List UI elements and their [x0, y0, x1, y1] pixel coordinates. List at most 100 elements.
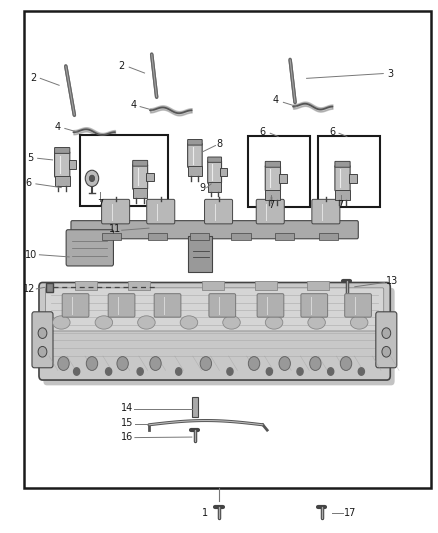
Text: 10: 10 [25, 250, 37, 260]
Circle shape [106, 368, 112, 375]
Ellipse shape [265, 316, 283, 329]
Bar [146, 173, 154, 181]
Circle shape [150, 357, 161, 370]
FancyBboxPatch shape [46, 288, 384, 331]
Bar [188, 236, 212, 272]
Bar [279, 174, 287, 183]
Circle shape [85, 170, 99, 187]
Bar [133, 188, 148, 198]
Circle shape [297, 368, 303, 375]
Bar [220, 168, 227, 176]
FancyBboxPatch shape [301, 294, 328, 317]
Bar [46, 283, 53, 292]
FancyBboxPatch shape [345, 294, 371, 317]
Bar [319, 233, 338, 240]
Bar [55, 176, 70, 187]
Text: 16: 16 [121, 432, 133, 441]
Bar [128, 281, 150, 290]
FancyBboxPatch shape [335, 165, 350, 191]
Circle shape [227, 368, 233, 375]
Text: 7: 7 [268, 200, 274, 209]
Text: 8: 8 [216, 139, 222, 149]
FancyBboxPatch shape [208, 160, 222, 184]
Ellipse shape [350, 316, 368, 329]
Bar [349, 174, 357, 183]
Text: 4: 4 [273, 95, 279, 105]
Ellipse shape [138, 316, 155, 329]
Circle shape [382, 346, 391, 357]
Circle shape [266, 368, 272, 375]
Bar [190, 233, 209, 240]
Bar [148, 233, 167, 240]
Text: 6: 6 [25, 178, 32, 188]
Text: 4: 4 [131, 100, 137, 110]
FancyBboxPatch shape [62, 294, 89, 317]
Circle shape [89, 175, 95, 182]
Circle shape [58, 357, 69, 370]
Circle shape [382, 328, 391, 338]
Circle shape [176, 368, 182, 375]
FancyBboxPatch shape [147, 199, 175, 224]
Text: 14: 14 [121, 403, 133, 413]
FancyBboxPatch shape [108, 294, 135, 317]
FancyBboxPatch shape [43, 288, 395, 385]
Circle shape [86, 357, 98, 370]
Text: 3: 3 [388, 69, 394, 78]
Ellipse shape [223, 316, 240, 329]
Text: 7: 7 [97, 199, 103, 208]
Bar [208, 182, 221, 192]
Circle shape [38, 328, 47, 338]
Bar [202, 281, 224, 290]
Text: 13: 13 [386, 277, 398, 286]
Bar [275, 233, 294, 240]
FancyBboxPatch shape [32, 312, 53, 368]
FancyBboxPatch shape [335, 161, 350, 167]
Circle shape [137, 368, 143, 375]
Bar [255, 281, 277, 290]
Text: 5: 5 [28, 154, 34, 163]
Bar [335, 190, 350, 200]
Ellipse shape [308, 316, 325, 329]
Ellipse shape [180, 316, 198, 329]
Circle shape [358, 368, 364, 375]
Bar [80, 135, 168, 206]
FancyBboxPatch shape [257, 294, 284, 317]
Text: 6: 6 [260, 127, 266, 136]
FancyBboxPatch shape [133, 164, 148, 190]
Bar [248, 136, 310, 207]
FancyBboxPatch shape [256, 199, 284, 224]
FancyBboxPatch shape [265, 165, 280, 191]
FancyBboxPatch shape [376, 312, 397, 368]
FancyBboxPatch shape [209, 294, 236, 317]
Text: 15: 15 [121, 418, 133, 427]
Circle shape [117, 357, 128, 370]
Text: 2: 2 [30, 74, 36, 83]
Circle shape [328, 368, 334, 375]
FancyBboxPatch shape [71, 221, 358, 239]
Text: 2: 2 [119, 61, 125, 70]
FancyBboxPatch shape [265, 161, 280, 167]
FancyBboxPatch shape [133, 160, 148, 166]
Ellipse shape [95, 316, 113, 329]
Bar [24, 11, 431, 488]
Bar [102, 233, 121, 240]
Circle shape [310, 357, 321, 370]
Circle shape [38, 346, 47, 357]
Ellipse shape [53, 316, 70, 329]
Bar [265, 190, 280, 200]
Bar [192, 397, 198, 417]
Circle shape [200, 357, 212, 370]
Circle shape [340, 357, 352, 370]
FancyBboxPatch shape [102, 199, 130, 224]
FancyBboxPatch shape [66, 230, 113, 266]
Bar [75, 281, 97, 290]
Circle shape [248, 357, 260, 370]
Circle shape [279, 357, 290, 370]
Bar [318, 136, 380, 207]
Text: 12: 12 [23, 284, 35, 294]
Text: 6: 6 [329, 127, 335, 136]
Text: 1: 1 [202, 508, 208, 518]
FancyBboxPatch shape [154, 294, 181, 317]
Bar [188, 166, 202, 176]
FancyBboxPatch shape [39, 282, 390, 380]
